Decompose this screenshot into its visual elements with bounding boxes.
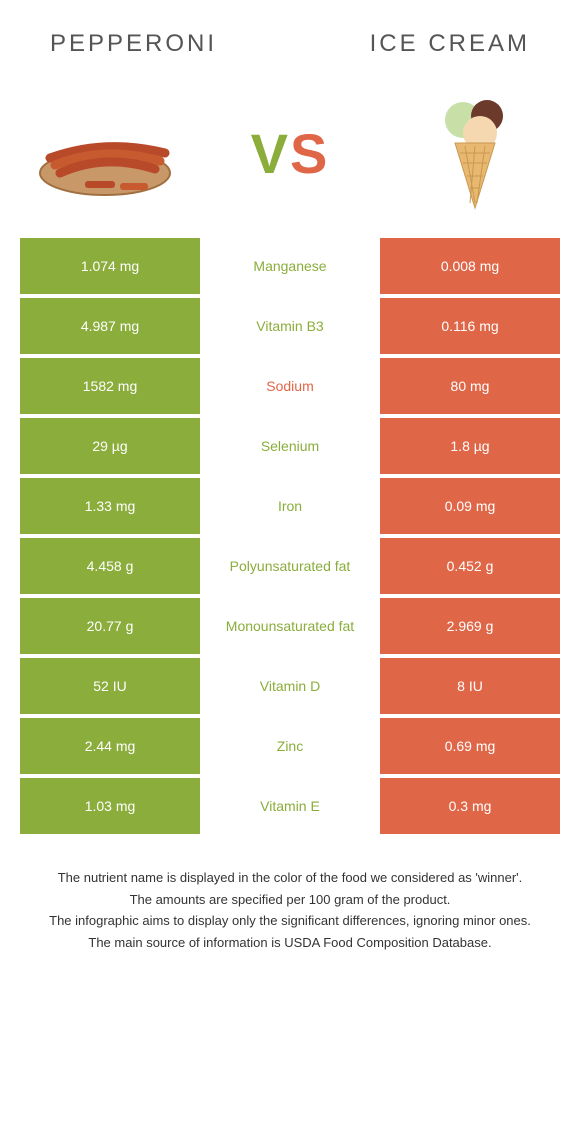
right-value: 0.69 mg	[380, 718, 560, 774]
footer-line-1: The nutrient name is displayed in the co…	[40, 868, 540, 888]
right-value: 0.09 mg	[380, 478, 560, 534]
nutrient-name: Iron	[200, 478, 380, 534]
footer-line-4: The main source of information is USDA F…	[40, 933, 540, 953]
left-value: 4.987 mg	[20, 298, 200, 354]
left-value: 1.074 mg	[20, 238, 200, 294]
vs-v: V	[251, 122, 290, 185]
nutrient-table: 1.074 mgManganese0.008 mg4.987 mgVitamin…	[0, 238, 580, 834]
table-row: 1582 mgSodium80 mg	[20, 358, 560, 414]
right-value: 0.3 mg	[380, 778, 560, 834]
right-value: 0.452 g	[380, 538, 560, 594]
table-row: 1.074 mgManganese0.008 mg	[20, 238, 560, 294]
table-row: 2.44 mgZinc0.69 mg	[20, 718, 560, 774]
right-value: 1.8 µg	[380, 418, 560, 474]
left-value: 1582 mg	[20, 358, 200, 414]
footer-notes: The nutrient name is displayed in the co…	[0, 838, 580, 984]
nutrient-name: Manganese	[200, 238, 380, 294]
right-value: 80 mg	[380, 358, 560, 414]
images-row: VS	[0, 78, 580, 238]
nutrient-name: Vitamin E	[200, 778, 380, 834]
left-food-title: Pepperoni	[50, 30, 217, 58]
right-value: 0.116 mg	[380, 298, 560, 354]
nutrient-name: Zinc	[200, 718, 380, 774]
nutrient-name: Vitamin B3	[200, 298, 380, 354]
right-value: 8 IU	[380, 658, 560, 714]
pepperoni-image	[30, 98, 180, 208]
left-value: 52 IU	[20, 658, 200, 714]
table-row: 1.33 mgIron0.09 mg	[20, 478, 560, 534]
right-value: 0.008 mg	[380, 238, 560, 294]
footer-line-2: The amounts are specified per 100 gram o…	[40, 890, 540, 910]
left-value: 29 µg	[20, 418, 200, 474]
table-row: 4.458 gPolyunsaturated fat0.452 g	[20, 538, 560, 594]
vs-label: VS	[251, 121, 330, 186]
left-value: 20.77 g	[20, 598, 200, 654]
left-value: 1.03 mg	[20, 778, 200, 834]
nutrient-name: Monounsaturated fat	[200, 598, 380, 654]
footer-line-3: The infographic aims to display only the…	[40, 911, 540, 931]
nutrient-name: Sodium	[200, 358, 380, 414]
right-food-title: Ice cream	[370, 30, 530, 58]
nutrient-name: Selenium	[200, 418, 380, 474]
table-row: 20.77 gMonounsaturated fat2.969 g	[20, 598, 560, 654]
nutrient-name: Polyunsaturated fat	[200, 538, 380, 594]
vs-s: S	[290, 122, 329, 185]
left-value: 1.33 mg	[20, 478, 200, 534]
nutrient-name: Vitamin D	[200, 658, 380, 714]
table-row: 52 IUVitamin D8 IU	[20, 658, 560, 714]
table-row: 29 µgSelenium1.8 µg	[20, 418, 560, 474]
header: Pepperoni Ice cream	[0, 0, 580, 78]
table-row: 1.03 mgVitamin E0.3 mg	[20, 778, 560, 834]
right-value: 2.969 g	[380, 598, 560, 654]
left-value: 4.458 g	[20, 538, 200, 594]
table-row: 4.987 mgVitamin B30.116 mg	[20, 298, 560, 354]
left-value: 2.44 mg	[20, 718, 200, 774]
ice-cream-image	[400, 98, 550, 208]
